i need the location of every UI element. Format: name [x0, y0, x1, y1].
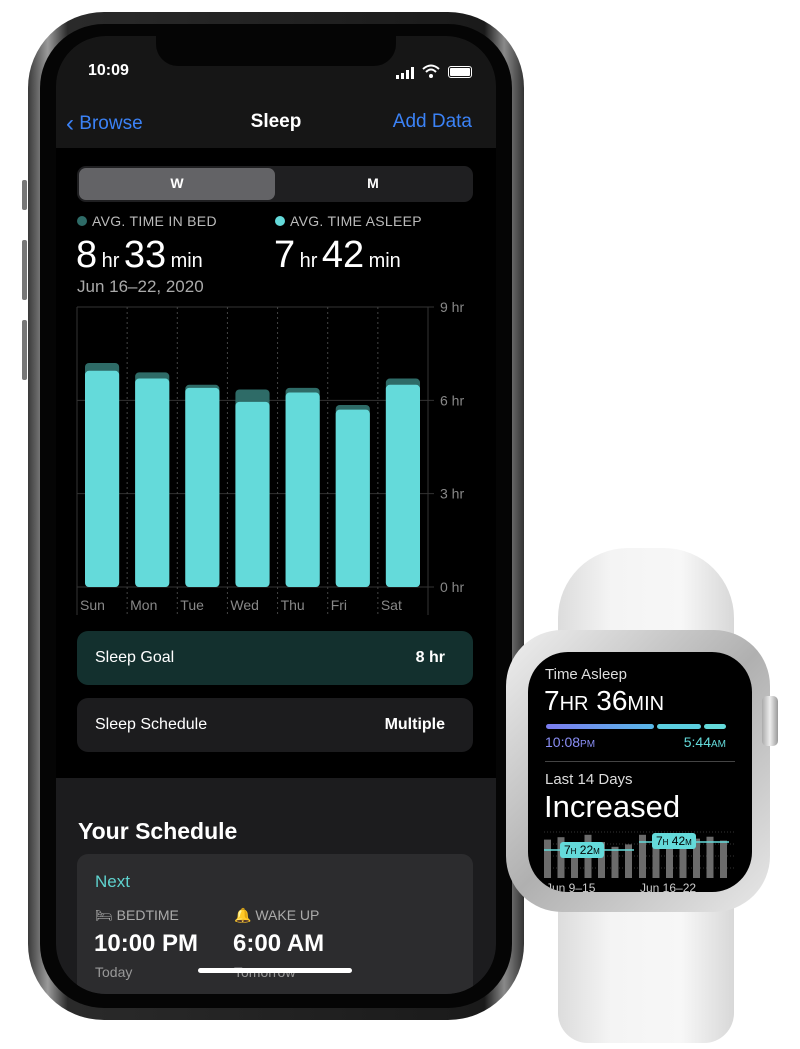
y-tick-label: 9 hr [440, 300, 464, 315]
week2-label: Jun 16–22 [640, 881, 697, 892]
status-time: 10:09 [88, 62, 129, 79]
week2-avg-badge: 7h 42m [652, 833, 696, 849]
bar-asleep [335, 409, 370, 587]
sleep-bar-segment [546, 724, 654, 729]
wake-up-label: 🔔 WAKE UP [234, 907, 320, 923]
x-tick-label: Sun [80, 597, 105, 613]
watch-time-asleep: 7hr 36min [544, 685, 665, 716]
bed-icon: 🛏 [95, 907, 113, 923]
bedtime-day: Today [95, 964, 133, 980]
next-schedule-card[interactable]: Next 🛏 BEDTIME 🔔 WAKE UP 10:00 PM 6:00 A… [77, 854, 473, 994]
volume-up-button [22, 240, 27, 300]
legend-in-bed: AVG. TIME IN BED [77, 213, 217, 229]
x-tick-label: Thu [281, 597, 305, 613]
watch-bar [706, 836, 714, 878]
y-tick-label: 3 hr [440, 486, 464, 502]
watch-end-time: 5:44am [683, 734, 726, 750]
iphone-screen: 10:09 ‹ Browse Sleep Add Data W M AVG. T… [56, 36, 496, 994]
divider [545, 761, 735, 762]
segment-week[interactable]: W [170, 175, 184, 191]
digital-crown[interactable] [762, 696, 778, 746]
watch-trend: Increased [544, 789, 681, 824]
watch-bar [679, 835, 687, 878]
bedtime-label: 🛏 BEDTIME [95, 907, 179, 923]
battery-icon [448, 66, 472, 78]
watch-bar [639, 834, 646, 878]
watch-bar [652, 837, 660, 878]
date-range: Jun 16–22, 2020 [77, 277, 204, 296]
x-tick-label: Fri [331, 597, 347, 613]
watch-bar [598, 842, 605, 878]
segment-selected-indicator [79, 168, 275, 200]
asleep-value: 7 hr 42 min [274, 234, 401, 276]
watch-screen: Time Asleep 7hr 36min 10:08pm 5:44am Las… [528, 652, 752, 892]
period-segmented-control: W M [77, 166, 473, 202]
watch-bar [611, 846, 619, 878]
back-label: Browse [79, 113, 143, 134]
sleep-goal-card[interactable]: Sleep Goal 8 hr [77, 631, 473, 685]
add-data-button[interactable]: Add Data [392, 111, 472, 132]
your-schedule-section: Your Schedule Next 🛏 BEDTIME 🔔 WAKE UP 1… [56, 778, 496, 994]
bedtime-time: 10:00 PM [94, 930, 199, 957]
wifi-icon [422, 64, 440, 83]
bar-asleep [235, 401, 270, 587]
in-bed-dot [77, 216, 87, 226]
y-tick-label: 0 hr [440, 579, 464, 595]
watch-start-time: 10:08pm [545, 734, 596, 750]
your-schedule-title: Your Schedule [78, 818, 238, 844]
in-bed-label: AVG. TIME IN BED [92, 213, 217, 229]
home-indicator[interactable] [198, 968, 352, 973]
wake-time: 6:00 AM [233, 930, 325, 957]
bar-asleep [185, 387, 220, 587]
x-tick-label: Wed [230, 597, 259, 613]
sleep-schedule-value: Multiple [384, 716, 445, 733]
x-tick-label: Tue [180, 597, 204, 613]
legend-asleep: AVG. TIME ASLEEP [275, 213, 422, 229]
bar-asleep [85, 370, 120, 587]
back-button[interactable]: ‹ Browse [66, 110, 143, 138]
bar-asleep [135, 378, 170, 587]
y-tick-label: 6 hr [440, 392, 464, 408]
x-tick-label: Sat [381, 597, 402, 613]
watch-period: Last 14 Days [545, 771, 633, 788]
chevron-left-icon: ‹ [66, 110, 74, 137]
notch [156, 36, 396, 66]
watch-bar [666, 839, 673, 878]
volume-down-button [22, 320, 27, 380]
nav-bar: 10:09 ‹ Browse Sleep Add Data [56, 36, 496, 148]
asleep-dot [275, 216, 285, 226]
next-label: Next [95, 872, 130, 891]
sleep-goal-value: 8 hr [415, 649, 445, 666]
watch-bar [625, 844, 632, 878]
sleep-bar-chart: 9 hr 6 hr 3 hr 0 hr Sun Mon Tue Wed Thu Fri Sat [76, 300, 464, 615]
signal-icon [396, 66, 416, 79]
sleep-goal-label: Sleep Goal [95, 649, 175, 666]
bar-asleep [385, 384, 420, 587]
watch-title: Time Asleep [545, 666, 627, 683]
bar-asleep [285, 392, 320, 587]
watch-bar [720, 840, 727, 878]
in-bed-value: 8 hr 33 min [76, 234, 203, 276]
watch-bar [693, 838, 700, 878]
sleep-bar-segment [704, 724, 726, 729]
week1-label: Jun 9–15 [546, 881, 596, 892]
sleep-schedule-card[interactable]: Sleep Schedule Multiple [77, 698, 473, 752]
bell-icon: 🔔 [234, 907, 252, 923]
x-tick-label: Mon [130, 597, 157, 613]
mute-switch [22, 180, 27, 210]
page-title: Sleep [250, 111, 302, 132]
segment-month[interactable]: M [367, 175, 379, 191]
watch-bar [571, 849, 578, 878]
asleep-label: AVG. TIME ASLEEP [290, 213, 422, 229]
watch-bar [544, 839, 551, 878]
sleep-schedule-label: Sleep Schedule [95, 716, 208, 733]
week1-avg-badge: 7h 22m [560, 842, 604, 858]
sleep-bar-segment [657, 724, 701, 729]
